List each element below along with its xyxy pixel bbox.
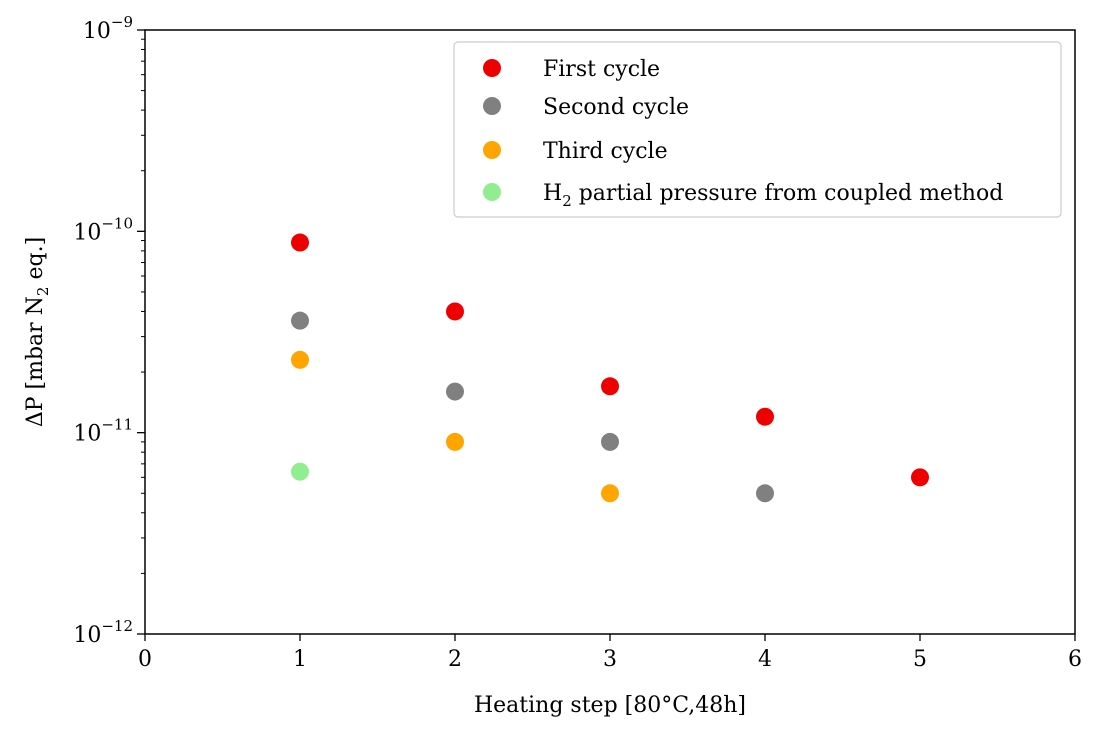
legend-label-h2-prefix: H	[543, 181, 562, 206]
data-point-series-2	[446, 432, 464, 451]
data-point-series-0	[291, 233, 309, 252]
data-point-series-1	[601, 432, 619, 451]
legend-marker-h2	[483, 183, 501, 201]
legend: First cycle Second cycle Third cycle H2 …	[453, 41, 1062, 218]
data-point-series-3	[291, 462, 309, 481]
y-tick-label: 10−12	[73, 617, 133, 648]
x-tick-label: 5	[913, 647, 927, 672]
x-tick-label: 6	[1068, 647, 1082, 672]
legend-label-third-cycle: Third cycle	[543, 139, 668, 164]
legend-box	[453, 41, 1062, 218]
x-tick-label: 0	[138, 647, 152, 672]
x-tick-label: 4	[758, 647, 772, 672]
y-axis-label-suffix: eq.]	[23, 237, 48, 287]
data-point-series-0	[911, 468, 929, 487]
data-point-series-2	[291, 350, 309, 369]
data-point-series-2	[601, 484, 619, 503]
data-point-series-0	[601, 377, 619, 396]
x-tick-label: 2	[448, 647, 462, 672]
data-point-series-0	[446, 302, 464, 321]
ticks-layer: 0 1 2 3 4 5 6 10−12 10−11 10−10 10−9	[73, 13, 1082, 672]
x-axis-label: Heating step [80°C,48h]	[474, 693, 746, 718]
data-point-series-1	[291, 311, 309, 330]
points-layer	[291, 233, 929, 503]
legend-label-h2: H2 partial pressure from coupled method	[543, 181, 1003, 210]
legend-label-first-cycle: First cycle	[543, 57, 660, 82]
legend-marker-first-cycle	[483, 59, 501, 77]
y-axis-label-subscript: 2	[34, 287, 52, 297]
data-point-series-1	[756, 484, 774, 503]
y-axis-label-prefix: ΔP [mbar N	[23, 296, 48, 427]
y-axis-label: ΔP [mbar N2 eq.]	[23, 237, 52, 427]
y-tick-label: 10−9	[83, 13, 133, 44]
x-tick-label: 3	[603, 647, 617, 672]
plot-frame	[144, 29, 1076, 635]
legend-label-second-cycle: Second cycle	[543, 95, 689, 120]
legend-label-h2-suffix: partial pressure from coupled method	[572, 181, 1004, 206]
legend-label-h2-subscript: 2	[562, 192, 572, 210]
legend-marker-third-cycle	[483, 141, 501, 159]
y-tick-label: 10−10	[73, 214, 133, 245]
data-point-series-1	[446, 382, 464, 401]
y-tick-label: 10−11	[73, 416, 133, 447]
data-point-series-0	[756, 407, 774, 426]
x-tick-label: 1	[293, 647, 307, 672]
legend-marker-second-cycle	[483, 97, 501, 115]
